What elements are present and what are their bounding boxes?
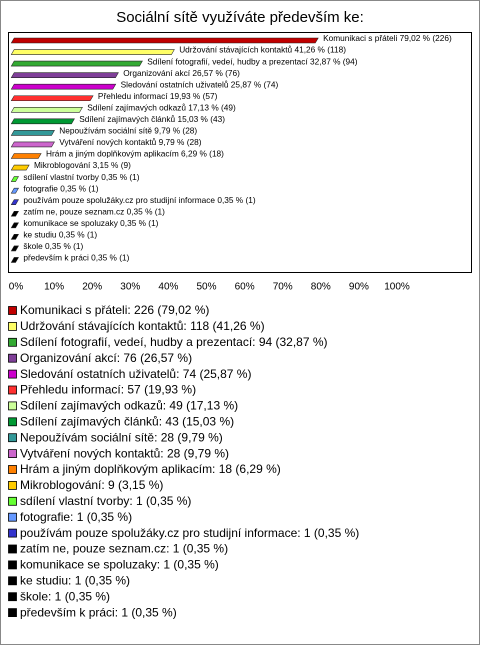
legend-swatch [8, 528, 17, 538]
legend-swatch [8, 449, 17, 459]
bar-label: Sdílení zajímavých článků 15,03 % (43) [79, 114, 225, 124]
legend-label: škole: 1 (0,35 %) [20, 589, 110, 603]
legend-swatch [8, 592, 17, 602]
legend-swatch [8, 496, 17, 506]
legend-label: Sledování ostatních uživatelů: 74 (25,87… [20, 367, 251, 381]
legend-label: především k práci: 1 (0,35 %) [20, 605, 177, 619]
bar-label: sdílení vlastní tvorby 0,35 % (1) [23, 172, 139, 182]
legend-swatch [8, 337, 17, 347]
bar [10, 95, 94, 102]
bar [10, 222, 19, 229]
x-tick-label: 40% [158, 282, 178, 293]
legend-label: Komunikaci s přáteli: 226 (79,02 %) [20, 303, 209, 317]
bar-label: Sdílení fotografií, vedeí, hudby a preze… [147, 56, 358, 66]
bar [10, 257, 19, 263]
legend-swatch [8, 480, 17, 490]
legend-label: ke studiu: 1 (0,35 %) [20, 573, 130, 587]
bar-label: Mikroblogování 3,15 % (9) [34, 160, 131, 170]
x-tick-label: 60% [235, 282, 255, 293]
x-tick-label: 100% [384, 282, 410, 293]
legend-swatch [8, 321, 17, 331]
legend-label: používám pouze spolužáky.cz pro studijní… [20, 526, 359, 540]
x-tick-label: 20% [82, 282, 102, 293]
bar [10, 107, 83, 113]
bar-label: Nepoužívám sociální sítě 9,79 % (28) [59, 126, 197, 136]
bar-label: fotografie 0,35 % (1) [23, 183, 98, 193]
legend-label: Vytváření nových kontaktů: 28 (9,79 %) [20, 446, 229, 460]
bar [10, 49, 175, 55]
x-tick-label: 70% [273, 282, 293, 293]
legend-swatch [8, 306, 17, 315]
legend-swatch [8, 401, 17, 411]
legend-label: zatím ne, pouze seznam.cz: 1 (0,35 %) [20, 542, 228, 556]
legend-label: Přehledu informací: 57 (19,93 %) [20, 383, 196, 397]
bar-label: zatím ne, pouze seznam.cz 0,35 % (1) [23, 206, 165, 216]
legend-swatch [8, 608, 17, 617]
bar-label: Sledování ostatních uživatelů 25,87 % (7… [121, 79, 279, 89]
legend-label: Organizování akcí: 76 (26,57 %) [20, 351, 192, 365]
chart-title: Sociální sítě využíváte především ke: [116, 9, 364, 26]
legend-label: Mikroblogování: 9 (3,15 %) [20, 478, 163, 492]
bar-label: Organizování akcí 26,57 % (76) [123, 68, 240, 78]
legend-label: Nepoužívám sociální sítě: 28 (9,79 %) [20, 430, 223, 444]
bar [10, 118, 75, 125]
bar-label: komunikace se spoluzaky 0,35 % (1) [23, 218, 158, 228]
bar [10, 210, 19, 217]
legend-swatch [8, 576, 17, 586]
bar [10, 187, 19, 194]
bar-label: především k práci 0,35 % (1) [23, 253, 129, 263]
legend-label: sdílení vlastní tvorby: 1 (0,35 %) [20, 494, 191, 508]
legend-label: komunikace se spoluzaky: 1 (0,35 %) [20, 558, 219, 572]
bar [10, 234, 19, 240]
legend-swatch [8, 544, 17, 554]
legend-label: Sdílení fotografií, vedeí, hudby a preze… [20, 335, 328, 349]
x-tick-label: 10% [44, 282, 64, 293]
legend-label: Udržování stávajících kontaktů: 118 (41,… [20, 319, 265, 333]
x-tick-label: 30% [120, 282, 140, 293]
bar [10, 153, 42, 159]
x-tick-label: 50% [196, 282, 216, 293]
legend-swatch [8, 385, 17, 395]
bar [10, 176, 19, 182]
legend-swatch [8, 417, 17, 427]
legend-label: Hrám a jiným doplňkovým aplikacím: 18 (6… [20, 462, 281, 476]
bar [10, 83, 117, 90]
bar [10, 37, 319, 44]
legend-label: fotografie: 1 (0,35 %) [20, 510, 132, 524]
bar [10, 72, 119, 78]
x-tick-label: 90% [349, 282, 369, 293]
bar-label: Vytváření nových kontaktů 9,79 % (28) [59, 137, 201, 147]
legend-swatch [8, 433, 17, 443]
bar [10, 164, 30, 171]
legend-swatch [8, 353, 17, 363]
legend-swatch [8, 560, 17, 570]
legend-label: Sdílení zajímavých článků: 43 (15,03 %) [20, 414, 234, 428]
bar-label: Hrám a jiným doplňkovým aplikacím 6,29 %… [46, 149, 224, 159]
bar-label: škole 0,35 % (1) [23, 241, 83, 251]
bar-label: Sdílení zajímavých odkazů 17,13 % (49) [87, 102, 236, 112]
x-tick-label: 80% [311, 282, 331, 293]
bar-label: ke studiu 0,35 % (1) [23, 230, 97, 240]
bar-label: Komunikaci s přáteli 79,02 % (226) [323, 33, 452, 43]
legend-label: Sdílení zajímavých odkazů: 49 (17,13 %) [20, 399, 238, 413]
bar-label: Udržování stávajících kontaktů 41,26 % (… [179, 45, 346, 55]
bar [10, 199, 19, 205]
legend-swatch [8, 512, 17, 522]
bar-label: Přehledu informací 19,93 % (57) [98, 91, 218, 101]
bar [10, 141, 55, 148]
legend-swatch [8, 369, 17, 379]
bar [10, 130, 55, 136]
x-tick-label: 0% [9, 282, 24, 293]
bar [10, 60, 143, 67]
bar-label: používám pouze spolužáky.cz pro studijní… [23, 195, 256, 205]
legend-swatch [8, 465, 17, 474]
bar [10, 245, 19, 252]
